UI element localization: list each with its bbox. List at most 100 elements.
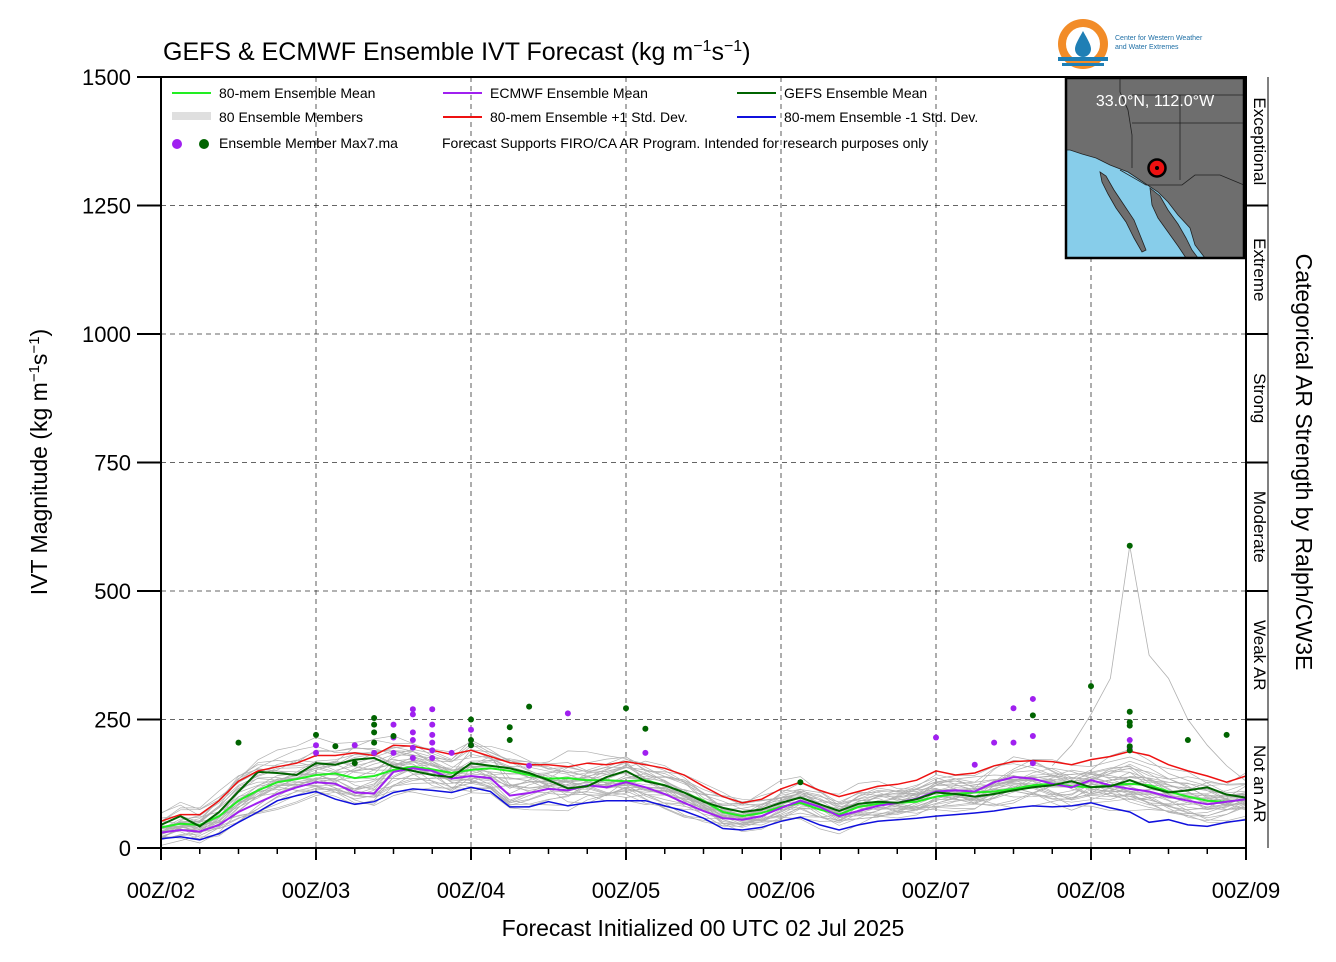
ecmwf-max-dot <box>371 749 378 756</box>
legend-label-max-dots: Ensemble Member Max7.ma <box>219 135 398 151</box>
y-tick-label: 250 <box>94 708 131 733</box>
x-tick-label: 00Z/09 <box>1212 878 1281 903</box>
ecmwf-max-dot <box>1010 705 1017 712</box>
gefs-max-dot <box>468 737 474 744</box>
gefs-max-dot <box>1126 747 1133 754</box>
cw3e-logo: Center for Western Weather and Water Ext… <box>1058 19 1203 69</box>
legend: 80-mem Ensemble Mean ECMWF Ensemble Mean… <box>172 85 978 151</box>
gefs-max-dot <box>642 725 649 732</box>
legend-label-gefs-mean: GEFS Ensemble Mean <box>784 85 927 101</box>
x-tick-label: 00Z/08 <box>1057 878 1126 903</box>
gefs-max-dot <box>1126 708 1133 715</box>
gefs-max-dot <box>371 714 378 721</box>
ecmwf-max-dot <box>429 731 436 738</box>
y-tick-label: 750 <box>94 451 131 476</box>
ecmwf-max-dot <box>564 710 571 717</box>
ensemble-member-line <box>161 787 1246 846</box>
category-axis: Not an AR Weak AR Moderate Strong Extreme Exc… <box>1246 77 1269 848</box>
legend-dot-ecmwf <box>172 139 182 149</box>
y-tick-label: 1500 <box>82 65 131 90</box>
y-tick-label: 1000 <box>82 322 131 347</box>
ecmwf-max-dot <box>429 721 436 728</box>
series-line-4 <box>161 786 1246 841</box>
ecmwf-max-dot <box>429 747 436 754</box>
legend-dot-gefs <box>199 139 209 149</box>
gefs-max-dot <box>526 703 533 710</box>
ensemble-member-line <box>161 741 1246 822</box>
x-tick-labels: 00Z/02 00Z/03 00Z/04 00Z/05 00Z/06 00Z/07 00Z/… <box>127 878 1281 903</box>
ecmwf-max-dot <box>429 755 436 762</box>
legend-label-members: 80 Ensemble Members <box>219 109 363 125</box>
ecmwf-max-dot <box>351 742 358 749</box>
ecmwf-max-dot <box>409 755 416 762</box>
location-inset-map: 33.0°N, 112.0°W <box>1064 76 1246 260</box>
ecmwf-max-dot <box>390 749 397 756</box>
gefs-max-dot <box>1029 712 1036 719</box>
ensemble-member-line <box>161 739 1246 814</box>
ecmwf-max-dot <box>409 737 416 744</box>
logo-text-line2: and Water Extremes <box>1115 44 1179 51</box>
chart-title: GEFS & ECMWF Ensemble IVT Forecast (kg m… <box>163 38 751 66</box>
ecmwf-max-dot <box>1010 739 1017 746</box>
legend-label-ecmwf-mean: ECMWF Ensemble Mean <box>490 85 648 101</box>
gefs-max-dot <box>371 721 378 728</box>
gefs-max-dot <box>371 729 378 736</box>
x-tick-label: 00Z/06 <box>747 878 816 903</box>
gefs-max-dot <box>506 737 513 744</box>
category-label: Extreme <box>1250 238 1269 301</box>
y-tick-label: 1250 <box>82 194 131 219</box>
right-axis-label: Categorical AR Strength by Ralph/CW3E <box>1291 254 1317 671</box>
series-line-2 <box>161 756 1246 828</box>
ecmwf-max-dot <box>409 706 416 713</box>
legend-label-80mem-mean: 80-mem Ensemble Mean <box>219 85 375 101</box>
ecmwf-max-dot <box>448 749 455 756</box>
ensemble-series <box>161 744 1246 841</box>
ecmwf-max-dot <box>1029 732 1036 739</box>
ecmwf-max-dot <box>1029 695 1036 702</box>
ecmwf-max-dot <box>642 749 649 756</box>
y-tick-labels: 0 250 500 750 1000 1250 1500 <box>82 65 131 861</box>
axis-ticks <box>137 76 1247 860</box>
gefs-max-dot <box>390 732 397 739</box>
x-tick-label: 00Z/02 <box>127 878 196 903</box>
ecmwf-max-dot <box>933 734 939 741</box>
gefs-max-dot <box>371 739 378 746</box>
category-label: Exceptional <box>1250 97 1269 185</box>
ecmwf-max-dot <box>409 729 416 736</box>
gefs-max-dot <box>1126 542 1133 549</box>
ecmwf-max-dot <box>429 739 436 746</box>
inset-location-label: 33.0°N, 112.0°W <box>1096 93 1215 110</box>
x-tick-label: 00Z/03 <box>282 878 351 903</box>
ecmwf-max-dot <box>526 762 533 769</box>
ecmwf-max-dot <box>429 706 436 713</box>
series-line-3 <box>161 744 1246 823</box>
ecmwf-max-dot <box>1029 760 1036 767</box>
ensemble-member-line <box>161 751 1246 831</box>
gefs-max-dot <box>1088 683 1094 690</box>
category-label: Weak AR <box>1250 620 1269 691</box>
logo-drop-icon <box>1075 31 1091 57</box>
gefs-max-dot <box>1126 743 1133 750</box>
x-tick-label: 00Z/05 <box>592 878 661 903</box>
ensemble-member-line <box>161 782 1246 839</box>
ecmwf-max-dot <box>991 739 998 746</box>
legend-label-minus-std: 80-mem Ensemble -1 Std. Dev. <box>784 109 978 125</box>
y-tick-label: 0 <box>119 836 131 861</box>
ecmwf-max-dot <box>390 721 397 728</box>
gefs-max-dot <box>235 739 242 746</box>
ensemble-member-line <box>161 756 1246 836</box>
gefs-max-dot <box>1126 722 1133 729</box>
gefs-max-dot <box>506 724 513 731</box>
gefs-max-dot <box>332 743 339 750</box>
ensemble-member-line <box>161 773 1246 837</box>
ecmwf-max-dot <box>1126 737 1133 744</box>
legend-label-plus-std: 80-mem Ensemble +1 Std. Dev. <box>490 109 688 125</box>
ecmwf-max-dot <box>313 742 319 749</box>
y-axis-label: IVT Magnitude (kg m−1s−1) <box>26 329 52 595</box>
gefs-max-dot <box>1184 737 1191 744</box>
forecast-note: Forecast Supports FIRO/CA AR Program. In… <box>442 135 928 151</box>
ecmwf-max-dot <box>468 726 474 733</box>
logo-text-line1: Center for Western Weather <box>1115 35 1203 42</box>
